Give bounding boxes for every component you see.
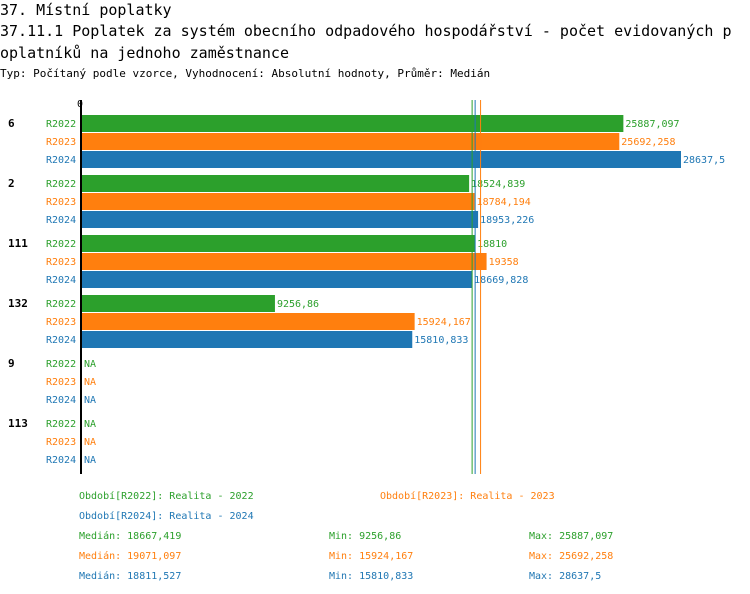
chart-subtitle: Typ: Počítaný podle vzorce, Vyhodnocení:… (0, 67, 491, 80)
series-row-label: R2022 (46, 119, 76, 130)
stat-min: Min: 15810,833 (329, 571, 413, 582)
bar (81, 313, 415, 330)
category-label: 113 (8, 417, 28, 430)
bar (81, 271, 473, 288)
bar-value-label: 28637,5 (683, 155, 725, 166)
series-row-label: R2023 (46, 257, 76, 268)
series-row-label: R2023 (46, 437, 76, 448)
bar-value-label: NA (84, 395, 96, 406)
page-heading: 37. Místní poplatky (0, 1, 172, 19)
legend-entry: Období[R2024]: Realita - 2024 (79, 510, 254, 522)
series-row-label: R2024 (46, 455, 76, 466)
series-row-label: R2024 (46, 335, 76, 346)
category-label: 2 (8, 177, 15, 190)
series-row-label: R2022 (46, 299, 76, 310)
bar-value-label: 9256,86 (277, 299, 319, 310)
series-row-label: R2022 (46, 179, 76, 190)
legend-entry: Období[R2023]: Realita - 2023 (380, 490, 555, 502)
series-row-label: R2023 (46, 137, 76, 148)
bar-value-label: NA (84, 419, 96, 430)
bar (81, 193, 475, 210)
bar-value-label: NA (84, 359, 96, 370)
bar-value-label: 18669,828 (474, 275, 528, 286)
bar (81, 253, 487, 270)
category-label: 9 (8, 357, 15, 370)
chart-title-line-2: oplatníků na jednoho zaměstnance (0, 44, 289, 62)
series-row-label: R2022 (46, 419, 76, 430)
series-row-label: R2023 (46, 317, 76, 328)
series-row-label: R2023 (46, 377, 76, 388)
stat-median: Medián: 19071,097 (79, 550, 181, 562)
stat-min: Min: 9256,86 (329, 531, 401, 542)
bar-value-label: 18524,839 (471, 179, 525, 190)
bar-value-label: 18953,226 (480, 215, 534, 226)
series-row-label: R2024 (46, 395, 76, 406)
series-row-label: R2024 (46, 215, 76, 226)
bar (81, 133, 620, 150)
category-label: 111 (8, 237, 28, 250)
stat-max: Max: 25692,258 (529, 551, 613, 562)
stat-min: Min: 15924,167 (329, 551, 413, 562)
bar (81, 331, 413, 348)
bar-value-label: 18810 (477, 239, 507, 250)
bar-value-label: 19358 (489, 257, 519, 268)
series-row-label: R2024 (46, 275, 76, 286)
bar-value-label: 15924,167 (417, 317, 471, 328)
bar-value-label: 25692,258 (621, 137, 675, 148)
bar-value-label: NA (84, 377, 96, 388)
series-row-label: R2024 (46, 155, 76, 166)
stat-max: Max: 25887,097 (529, 531, 613, 542)
bar (81, 151, 681, 168)
series-row-label: R2022 (46, 239, 76, 250)
bar-value-label: NA (84, 437, 96, 448)
series-row-label: R2023 (46, 197, 76, 208)
bar (81, 235, 476, 252)
stat-median: Medián: 18667,419 (79, 530, 181, 542)
stat-max: Max: 28637,5 (529, 571, 601, 582)
category-label: 132 (8, 297, 28, 310)
chart-title-line-1: 37.11.1 Poplatek za systém obecního odpa… (0, 22, 732, 40)
bar-value-label: 15810,833 (414, 335, 468, 346)
bar (81, 175, 470, 192)
bar (81, 211, 479, 228)
series-row-label: R2022 (46, 359, 76, 370)
bar-value-label: 18784,194 (477, 197, 531, 208)
legend-entry: Období[R2022]: Realita - 2022 (79, 490, 254, 502)
bar-value-label: 25887,097 (625, 119, 679, 130)
category-label: 6 (8, 117, 15, 130)
bar-value-label: NA (84, 455, 96, 466)
bar (81, 115, 624, 132)
stat-median: Medián: 18811,527 (79, 570, 181, 582)
bar (81, 295, 275, 312)
